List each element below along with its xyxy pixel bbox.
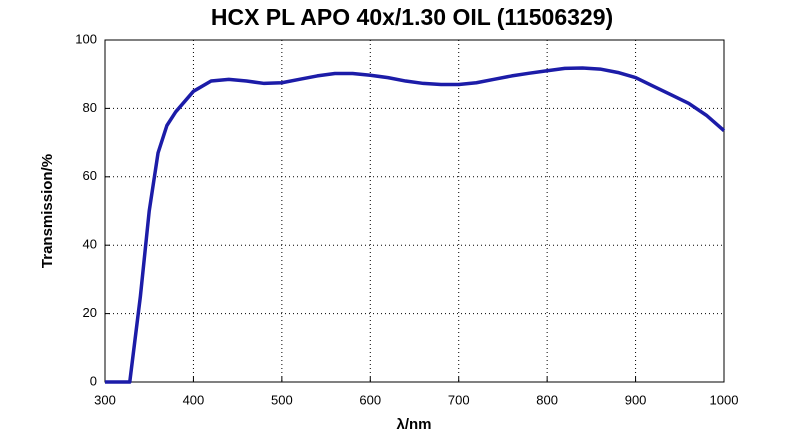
x-tick-label: 300 <box>94 392 116 407</box>
x-tick-label: 700 <box>448 392 470 407</box>
y-tick-label: 40 <box>83 237 97 252</box>
x-tick-label: 600 <box>359 392 381 407</box>
x-tick-label: 400 <box>183 392 205 407</box>
y-tick-label: 60 <box>83 168 97 183</box>
x-tick-label: 1000 <box>710 392 739 407</box>
x-tick-label: 900 <box>625 392 647 407</box>
y-axis-label: Transmission/% <box>39 154 56 268</box>
y-tick-label: 80 <box>83 100 97 115</box>
plot-frame <box>104 39 725 383</box>
y-tick-label: 0 <box>90 373 97 388</box>
chart-title: HCX PL APO 40x/1.30 OIL (11506329) <box>211 4 613 30</box>
x-tick-label: 500 <box>271 392 293 407</box>
y-tick-label: 20 <box>83 305 97 320</box>
x-tick-label: 800 <box>536 392 558 407</box>
data-line <box>105 66 726 384</box>
x-axis-label: λ/nm <box>396 416 431 433</box>
y-tick-label: 100 <box>75 31 97 46</box>
